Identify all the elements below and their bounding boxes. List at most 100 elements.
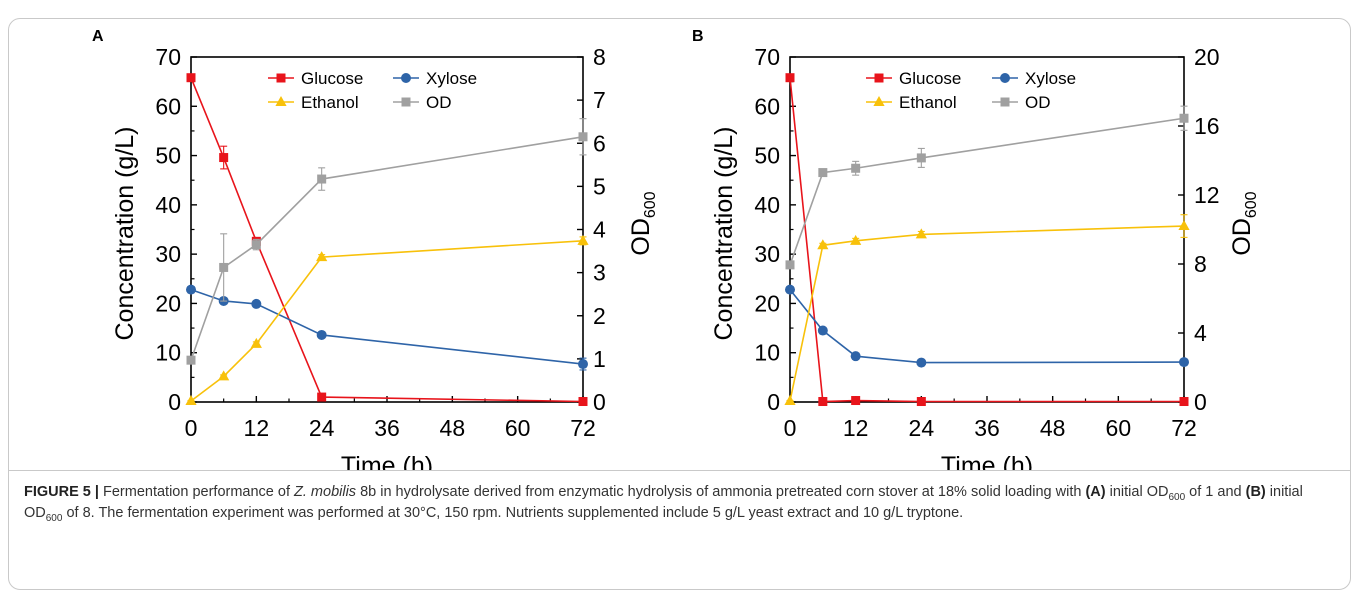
series-line <box>789 289 1185 364</box>
y2-tick-label: 2 <box>593 303 606 329</box>
chart-panel-a: A0 12 24 36 48 60 72010203040506070012345678Ti… <box>92 28 659 470</box>
data-point <box>1179 113 1189 123</box>
data-point <box>1179 357 1189 368</box>
y-tick-label: 60 <box>754 93 780 119</box>
data-point <box>186 284 196 295</box>
caption-text-5: initial OD <box>24 484 1303 521</box>
data-point <box>1178 220 1190 231</box>
data-point <box>219 153 229 163</box>
data-point <box>818 168 828 178</box>
x-tick-label: 0 <box>185 415 198 441</box>
y-axis-title: Concentration (g/L) <box>111 126 139 340</box>
y2-tick-label: 6 <box>593 130 606 156</box>
data-point <box>578 132 588 142</box>
y-tick-label: 30 <box>754 241 780 267</box>
legend-label: OD <box>1025 93 1051 112</box>
data-point <box>851 396 861 406</box>
y2-axis-title: OD600 <box>627 191 659 255</box>
series-ethanol <box>784 214 1190 406</box>
caption-text-6: of 8. The fermentation experiment was pe… <box>62 505 964 521</box>
data-point <box>251 240 261 250</box>
x-tick-label: 24 <box>309 415 335 441</box>
legend-label: OD <box>426 93 452 112</box>
caption-text-2: 8b in hydrolysate derived from enzymatic… <box>356 484 1086 500</box>
x-tick-label: 0 <box>784 415 797 441</box>
series-xylose <box>785 284 1189 368</box>
legend-label: Xylose <box>426 69 477 88</box>
y2-tick-label: 8 <box>593 44 606 70</box>
caption-text-3: initial OD <box>1105 484 1169 500</box>
caption-species: Z. mobilis <box>294 484 357 500</box>
y-tick-label: 70 <box>754 44 780 70</box>
data-point <box>1179 397 1189 407</box>
y-tick-label: 10 <box>155 340 181 366</box>
caption-panel-b: (B) <box>1245 484 1266 500</box>
y2-tick-label: 5 <box>593 173 606 199</box>
legend-marker <box>873 96 885 106</box>
data-point <box>219 262 229 272</box>
legend: Glucose Xylose Ethanol OD <box>866 69 1076 112</box>
x-tick-label: 36 <box>374 415 400 441</box>
series-line <box>789 117 1185 266</box>
chart-panel-b: B0 12 24 36 48 60 72010203040506070048121620Ti… <box>692 28 1260 470</box>
x-tick-label: 12 <box>244 415 270 441</box>
series-od <box>785 105 1189 270</box>
y2-axis-title-sub: 600 <box>1243 191 1260 218</box>
y-tick-label: 0 <box>767 389 780 415</box>
data-point <box>850 234 862 245</box>
legend-marker <box>275 96 287 106</box>
x-tick-label: 48 <box>1040 415 1066 441</box>
y-tick-label: 30 <box>155 241 181 267</box>
y-tick-label: 50 <box>754 143 780 169</box>
y-tick-label: 70 <box>155 44 181 70</box>
series-line <box>789 77 1184 403</box>
x-tick-label: 60 <box>505 415 531 441</box>
x-tick-label: 36 <box>974 415 1000 441</box>
data-point <box>185 395 197 406</box>
y-tick-label: 0 <box>168 389 181 415</box>
y2-tick-label: 12 <box>1194 182 1220 208</box>
data-point <box>250 337 262 348</box>
series-line <box>789 225 1185 402</box>
caption-sub-1: 600 <box>1168 491 1186 503</box>
x-tick-label: 60 <box>1106 415 1132 441</box>
data-point <box>785 73 795 83</box>
data-point <box>817 325 828 336</box>
data-point <box>851 163 861 173</box>
x-axis-title: Time (h) <box>941 452 1033 470</box>
y2-tick-label: 20 <box>1194 44 1220 70</box>
caption-label: FIGURE 5 | <box>24 484 99 500</box>
caption-sub-2: 600 <box>45 512 63 524</box>
legend-label: Glucose <box>301 69 363 88</box>
y-axis-title: Concentration (g/L) <box>710 126 738 340</box>
series-ethanol <box>185 234 589 406</box>
y2-tick-label: 7 <box>593 87 606 113</box>
data-point <box>785 260 795 270</box>
data-point <box>317 392 327 402</box>
y2-tick-label: 0 <box>593 389 606 415</box>
series-glucose <box>186 73 588 407</box>
series-xylose <box>186 284 588 371</box>
series-od <box>186 118 588 365</box>
y2-tick-label: 16 <box>1194 113 1220 139</box>
data-point <box>850 351 861 362</box>
caption-panel-a: (A) <box>1085 484 1106 500</box>
data-point <box>915 228 927 239</box>
x-tick-label: 72 <box>1171 415 1197 441</box>
legend-label: Xylose <box>1025 69 1076 88</box>
data-point <box>251 298 262 309</box>
x-tick-label: 12 <box>843 415 869 441</box>
y2-axis-title-sub: 600 <box>642 191 659 218</box>
series-line <box>190 135 584 361</box>
series-line <box>190 240 584 402</box>
data-point <box>916 357 927 368</box>
legend: Glucose Xylose Ethanol OD <box>268 69 477 112</box>
y-tick-label: 60 <box>155 93 181 119</box>
panel-label: B <box>692 28 704 45</box>
y-tick-label: 50 <box>155 143 181 169</box>
legend-marker <box>401 97 411 107</box>
caption-divider <box>9 470 1350 471</box>
y2-tick-label: 1 <box>593 346 606 372</box>
figure-charts: A0 12 24 36 48 60 72010203040506070012345678Ti… <box>92 28 1260 470</box>
data-point <box>578 359 588 370</box>
